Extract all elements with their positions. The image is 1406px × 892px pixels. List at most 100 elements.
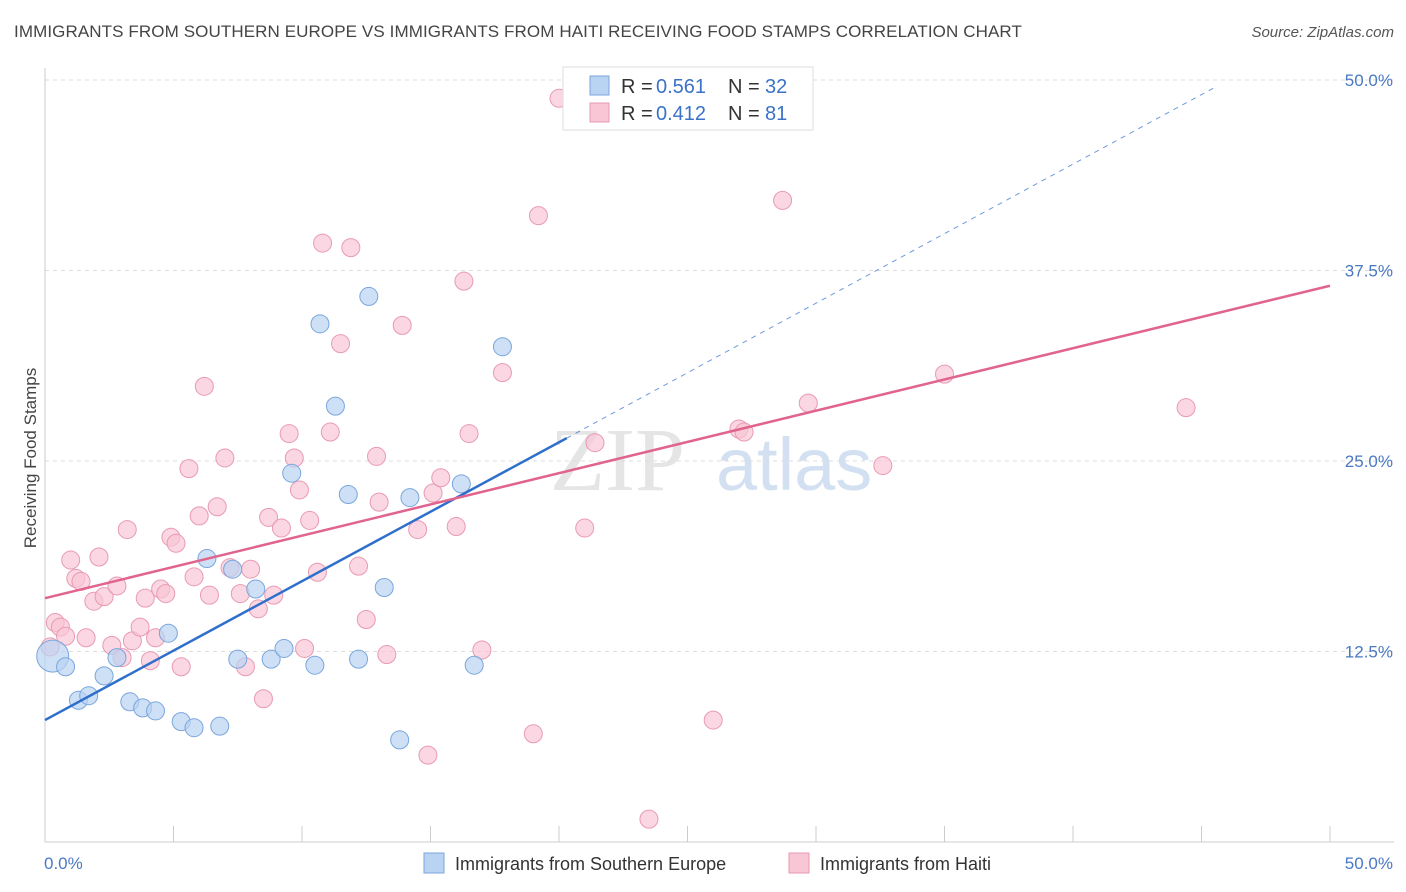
southern-europe-point	[94, 666, 114, 686]
legend-r-value-1: 0.561	[656, 76, 706, 98]
haiti-point	[61, 550, 81, 570]
southern-europe-point	[56, 657, 76, 677]
legend-r-label-2: R =	[621, 103, 653, 125]
legend-n-value-2: 81	[765, 103, 787, 125]
haiti-point	[773, 190, 793, 210]
haiti-point	[166, 533, 186, 553]
southern-europe-point	[349, 649, 369, 669]
southern-europe-points	[36, 286, 512, 750]
haiti-point	[194, 376, 214, 396]
haiti-point	[472, 640, 492, 660]
southern-europe-point	[338, 485, 358, 505]
haiti-point	[369, 492, 389, 512]
y-tick-label: 25.0%	[1345, 452, 1393, 471]
haiti-point	[418, 745, 438, 765]
southern-europe-point	[464, 655, 484, 675]
haiti-point	[215, 448, 235, 468]
haiti-point	[523, 724, 543, 744]
southern-europe-point	[400, 488, 420, 508]
haiti-point	[408, 520, 428, 540]
haiti-point	[130, 617, 150, 637]
haiti-point	[259, 507, 279, 527]
haiti-point	[300, 510, 320, 530]
haiti-point	[1176, 398, 1196, 418]
chart-title: IMMIGRANTS FROM SOUTHERN EUROPE VS IMMIG…	[14, 22, 1022, 41]
southern-europe-point	[451, 474, 471, 494]
southern-europe-point	[282, 463, 302, 483]
haiti-point	[356, 609, 376, 629]
legend-swatch-haiti	[589, 102, 610, 123]
haiti-point	[89, 547, 109, 567]
haiti-point	[189, 506, 209, 526]
bottom-legend-label-haiti: Immigrants from Haiti	[820, 854, 991, 874]
y-tick-label: 50.0%	[1345, 71, 1393, 90]
haiti-point	[279, 424, 299, 444]
haiti-point	[377, 645, 397, 665]
haiti-point	[313, 233, 333, 253]
southern-europe-point	[359, 286, 379, 306]
haiti-point	[492, 363, 512, 383]
y-tick-label: 12.5%	[1345, 643, 1393, 662]
southern-europe-point	[325, 396, 345, 416]
southern-europe-point	[107, 648, 127, 668]
southern-europe-point	[158, 623, 178, 643]
legend-r-value-2: 0.412	[656, 103, 706, 125]
southern-europe-point	[274, 638, 294, 658]
haiti-point	[171, 657, 191, 677]
legend: R = 0.561 N = 32 R = 0.412 N = 81	[562, 66, 814, 131]
x-tick-label-max: 50.0%	[1345, 854, 1393, 873]
haiti-point	[798, 393, 818, 413]
southern-europe-point	[228, 649, 248, 669]
haiti-point	[331, 334, 351, 354]
southern-europe-point	[210, 716, 230, 736]
southern-europe-point	[492, 337, 512, 357]
haiti-point	[454, 271, 474, 291]
y-tick-labels: 12.5% 25.0% 37.5% 50.0%	[1345, 71, 1393, 662]
bottom-legend-swatch-southern-europe	[423, 852, 445, 874]
legend-n-label-1: N =	[728, 76, 760, 98]
haiti-points	[40, 88, 1196, 829]
haiti-point	[295, 638, 315, 658]
trend-lines	[44, 87, 1331, 722]
haiti-point	[585, 433, 605, 453]
haiti-point	[156, 584, 176, 604]
x-tick-label-min: 0.0%	[44, 854, 83, 873]
haiti-point	[575, 518, 595, 538]
x-axis-ticks	[44, 826, 1331, 842]
chart-source: Source: ZipAtlas.com	[1251, 24, 1394, 41]
haiti-point	[459, 424, 479, 444]
haiti-point	[241, 559, 261, 579]
haiti-point	[528, 206, 548, 226]
haiti-point	[94, 587, 114, 607]
legend-swatch-southern-europe	[589, 75, 610, 96]
haiti-point	[117, 520, 137, 540]
haiti-point	[253, 689, 273, 709]
y-axis-label: Receiving Food Stamps	[21, 368, 40, 548]
haiti-point	[271, 518, 291, 538]
haiti-point	[341, 238, 361, 258]
haiti-point	[431, 468, 451, 488]
southern-europe-point	[390, 730, 410, 750]
haiti-point	[207, 497, 227, 517]
southern-europe-point	[184, 718, 204, 738]
y-tick-label: 37.5%	[1345, 262, 1393, 281]
southern-europe-point	[261, 649, 281, 669]
southern-europe-point	[146, 701, 166, 721]
haiti-point	[289, 480, 309, 500]
haiti-point	[446, 517, 466, 537]
southern-europe-point	[374, 577, 394, 597]
southern-europe-point	[223, 559, 243, 579]
southern-europe-point	[305, 655, 325, 675]
haiti-point	[184, 567, 204, 587]
haiti-point	[56, 626, 76, 646]
southern-europe-point	[310, 314, 330, 334]
haiti-point	[423, 483, 443, 503]
southern-europe-trend-line	[44, 437, 568, 722]
bottom-legend-swatch-haiti	[788, 852, 810, 874]
haiti-point	[349, 556, 369, 576]
legend-r-label-1: R =	[621, 76, 653, 98]
legend-n-label-2: N =	[728, 103, 760, 125]
haiti-point	[135, 588, 155, 608]
haiti-trend-line	[44, 284, 1331, 600]
